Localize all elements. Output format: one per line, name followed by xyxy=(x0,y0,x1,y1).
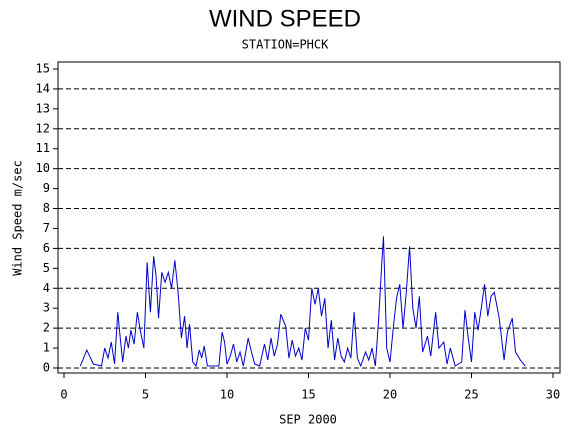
x-axis-label: SEP 2000 xyxy=(279,413,337,427)
chart-title: WIND SPEED xyxy=(209,5,361,32)
y-tick-label: 12 xyxy=(36,121,50,135)
x-tick-label: 20 xyxy=(383,388,397,402)
y-tick-label: 14 xyxy=(36,81,50,95)
wind-speed-line xyxy=(79,236,526,368)
y-tick-label: 11 xyxy=(36,141,50,155)
y-tick-label: 15 xyxy=(36,62,50,76)
x-tick-label: 0 xyxy=(60,388,67,402)
chart-subtitle: STATION=PHCK xyxy=(242,38,329,52)
x-tick-label: 30 xyxy=(546,388,560,402)
y-tick-label: 13 xyxy=(36,101,50,115)
x-tick-label: 15 xyxy=(301,388,315,402)
y-tick-label: 4 xyxy=(43,281,50,295)
y-tick-label: 10 xyxy=(36,161,50,175)
x-tick-label: 10 xyxy=(220,388,234,402)
x-tick-label: 25 xyxy=(464,388,478,402)
y-tick-label: 8 xyxy=(43,201,50,215)
y-tick-label: 1 xyxy=(43,341,50,355)
y-axis-label: Wind Speed m/sec xyxy=(11,160,25,276)
y-tick-label: 9 xyxy=(43,181,50,195)
y-tick-label: 5 xyxy=(43,261,50,275)
y-tick-label: 0 xyxy=(43,361,50,375)
y-tick-label: 6 xyxy=(43,241,50,255)
y-tick-label: 2 xyxy=(43,321,50,335)
y-tick-label: 7 xyxy=(43,221,50,235)
x-tick-label: 5 xyxy=(142,388,149,402)
y-tick-label: 3 xyxy=(43,301,50,315)
